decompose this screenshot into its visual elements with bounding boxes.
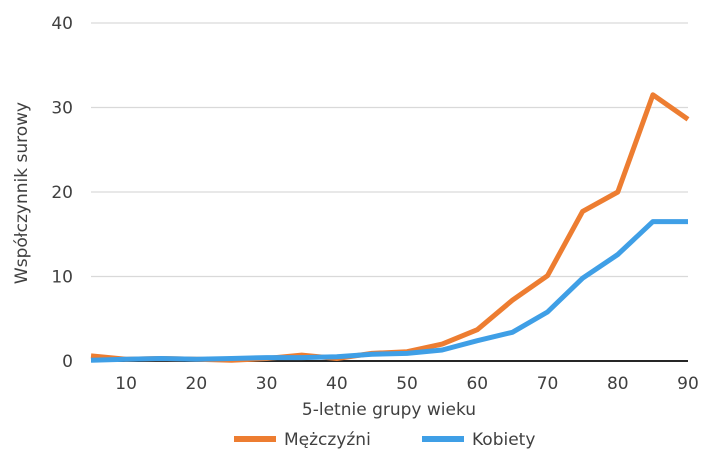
y-tick-label: 30 [51, 99, 73, 119]
x-tick-label: 20 [186, 374, 208, 394]
x-tick-label: 40 [326, 374, 348, 394]
y-axis-ticks: 0 10 20 30 40 [51, 14, 73, 372]
x-tick-label: 70 [537, 374, 559, 394]
series-lines [90, 92, 690, 363]
legend: Mężczyźni Kobiety [234, 430, 535, 450]
series-line-mezczyzni [90, 92, 690, 363]
legend-label-mezczyzni: Mężczyźni [284, 430, 371, 450]
x-tick-label: 80 [607, 374, 629, 394]
y-tick-label: 0 [62, 352, 73, 372]
y-tick-label: 10 [51, 268, 73, 288]
x-tick-label: 10 [115, 374, 137, 394]
x-tick-label: 90 [677, 374, 699, 394]
y-tick-label: 40 [51, 14, 73, 34]
series-line-kobiety [90, 219, 688, 363]
x-axis-ticks: 10 20 30 40 50 60 70 80 90 [115, 374, 699, 394]
x-tick-label: 30 [256, 374, 278, 394]
y-axis-label: Współczynnik surowy [12, 102, 32, 284]
gridlines [91, 22, 688, 278]
legend-label-kobiety: Kobiety [472, 430, 535, 450]
x-axis-label: 5-letnie grupy wieku [302, 400, 476, 420]
y-tick-label: 20 [51, 183, 73, 203]
x-tick-label: 60 [466, 374, 488, 394]
x-tick-label: 50 [396, 374, 418, 394]
